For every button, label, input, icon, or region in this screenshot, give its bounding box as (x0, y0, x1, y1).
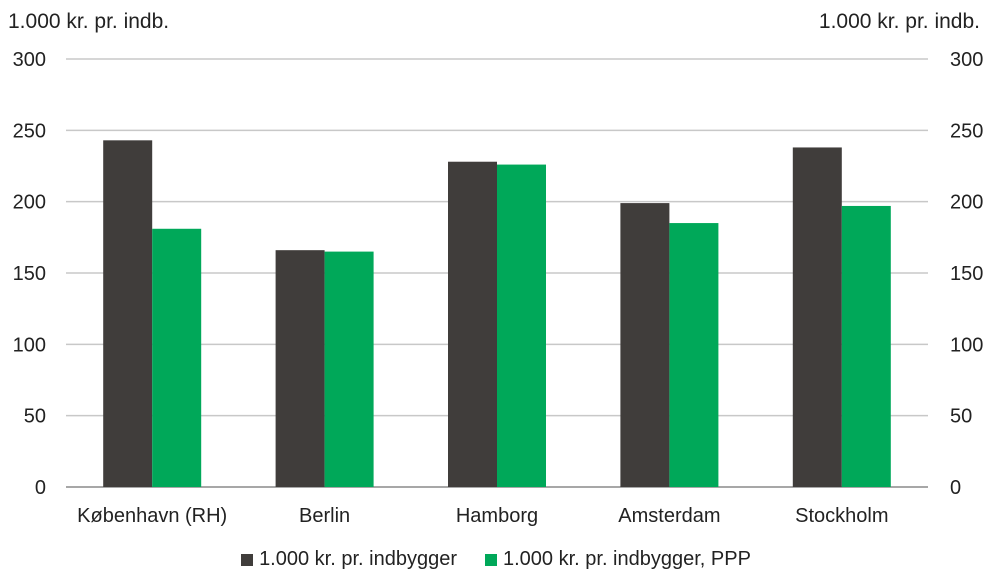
bar-series-1-2 (275, 250, 325, 487)
right-axis-unit-label: 1.000 kr. pr. indb. (818, 10, 980, 33)
right-tick-label-250: 250 (950, 120, 983, 142)
category-label-5: Stockholm (795, 505, 888, 527)
bar-series-2-1 (152, 228, 202, 488)
left-axis-unit-label: 1.000 kr. pr. indb. (8, 10, 170, 33)
left-tick-label-50: 50 (24, 406, 46, 428)
bar-series-2-2 (324, 251, 374, 487)
legend-item-series-1: 1.000 kr. pr. indbygger (241, 548, 457, 571)
left-tick-label-100: 100 (13, 334, 46, 356)
left-tick-label-250: 250 (13, 120, 46, 142)
legend-swatch-series-2 (484, 553, 497, 566)
left-tick-label-200: 200 (13, 192, 46, 214)
category-label-1: København (RH) (77, 505, 227, 527)
right-tick-label-200: 200 (950, 192, 983, 214)
category-label-2: Berlin (299, 505, 350, 527)
category-labels: København (RH) Berlin Hamborg Amsterdam Stoc… (77, 505, 888, 527)
left-tick-label-300: 300 (13, 49, 46, 71)
bar-series-1-3 (448, 161, 497, 487)
right-tick-label-50: 50 (950, 406, 972, 428)
legend-label-series-2: 1.000 kr. pr. indbygger, PPP (502, 548, 751, 570)
right-tick-label-300: 300 (950, 49, 983, 71)
bar-series-2-4 (669, 223, 719, 488)
legend: 1.000 kr. pr. indbygger 1.000 kr. pr. in… (0, 548, 992, 571)
category-label-4: Amsterdam (618, 505, 720, 527)
legend-swatch-series-1 (241, 553, 254, 566)
bar-series-2-3 (497, 164, 546, 487)
left-axis-ticks: 0 50 100 150 200 250 300 (13, 49, 46, 499)
right-tick-label-100: 100 (950, 334, 983, 356)
bar-series-1-4 (620, 203, 670, 488)
left-tick-label-150: 150 (13, 263, 46, 285)
right-axis-ticks: 0 50 100 150 200 250 300 (950, 49, 983, 499)
legend-label-series-1: 1.000 kr. pr. indbygger (259, 548, 457, 570)
bar-series-1-5 (792, 147, 842, 487)
category-label-3: Hamborg (456, 505, 538, 527)
bar-series-1-1 (103, 140, 153, 487)
legend-item-series-2: 1.000 kr. pr. indbygger, PPP (484, 548, 751, 571)
bar-series-2-5 (841, 205, 891, 488)
left-tick-label-0: 0 (35, 477, 46, 499)
right-tick-label-150: 150 (950, 263, 983, 285)
right-tick-label-0: 0 (950, 477, 961, 499)
bars (103, 140, 891, 488)
gridlines (66, 58, 928, 488)
